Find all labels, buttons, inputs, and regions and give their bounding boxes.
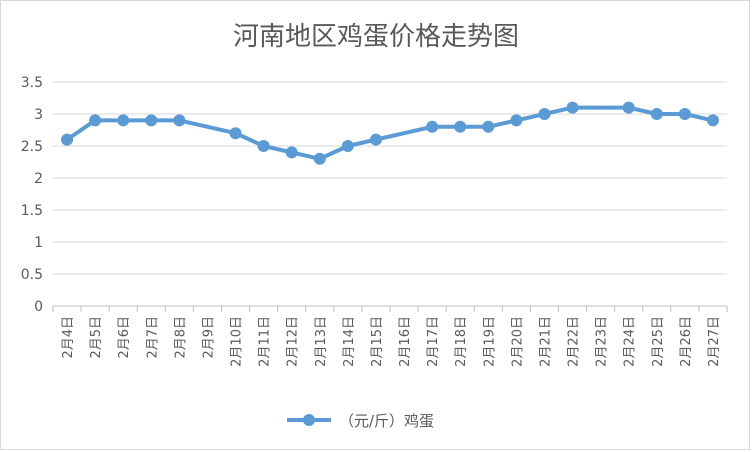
y-tick-label: 2.5 [21,139,43,155]
y-tick-label: 1 [34,235,43,251]
x-tick-label: 2月10日 [230,316,245,367]
x-tick-label: 2月23日 [595,316,610,367]
x-tick-label: 2月20日 [510,316,525,367]
x-tick-label: 2月5日 [89,316,104,359]
data-point [622,101,635,114]
data-point [341,140,354,152]
data-point [650,108,663,120]
x-tick-label: 2月8日 [173,316,188,359]
legend-dot-marker [303,414,315,426]
data-point [538,108,551,120]
data-point [482,120,495,133]
data-point [313,152,326,165]
data-point [706,114,719,127]
data-point [257,140,270,152]
x-tick-label: 2月6日 [117,316,132,359]
x-tick-label: 2月27日 [707,316,722,367]
y-tick-label: 0 [34,299,43,315]
data-point [678,108,691,120]
x-tick-label: 2月13日 [314,316,329,367]
y-tick-label: 3.5 [21,75,43,91]
y-tick-label: 2 [34,171,43,187]
legend: （元/斤）鸡蛋 [287,412,434,430]
data-point [369,133,382,146]
x-tick-label: 2月4日 [61,316,76,359]
x-tick-label: 2月26日 [679,316,694,367]
y-tick-label: 0.5 [21,267,43,283]
x-tick-label: 2月7日 [145,316,160,359]
data-point [426,120,439,133]
data-point [173,114,186,127]
data-point [145,114,158,127]
y-tick-label: 1.5 [21,203,43,219]
data-point [454,120,467,133]
x-tick-label: 2月14日 [342,316,357,367]
y-axis-ticks: 0 0.5 1 1.5 2 2.5 3 3.5 [21,75,43,315]
y-tick-label: 3 [34,107,43,123]
data-point [61,133,74,146]
gridlines [53,81,727,307]
series-layer [61,101,719,165]
x-tick-label: 2月11日 [258,316,273,367]
x-tick-label: 2月24日 [623,316,638,367]
chart-title: 河南地区鸡蛋价格走势图 [233,22,519,52]
data-point [89,114,102,127]
x-tick-label: 2月15日 [370,316,385,367]
data-point [117,114,130,127]
x-tick-label: 2月16日 [398,316,413,367]
data-point [285,146,298,159]
data-point [229,127,242,140]
x-tick-label: 2月17日 [426,316,441,367]
x-tick-label: 2月22日 [567,316,582,367]
data-point [510,114,523,127]
data-point [566,101,579,114]
x-tick-label: 2月19日 [482,316,497,367]
legend-label: （元/斤）鸡蛋 [339,412,434,430]
x-tick-label: 2月25日 [651,316,666,367]
x-tick-label: 2月12日 [286,316,301,367]
x-tick-label: 2月9日 [201,316,216,359]
x-tick-label: 2月18日 [454,316,469,367]
x-tick-label: 2月21日 [538,316,553,367]
series-line [65,105,715,161]
x-axis-ticks: 2月4日 2月5日 2月6日 2月7日 2月8日 2月9日 2月10日 2月11日 2月12日 2… [52,306,728,367]
